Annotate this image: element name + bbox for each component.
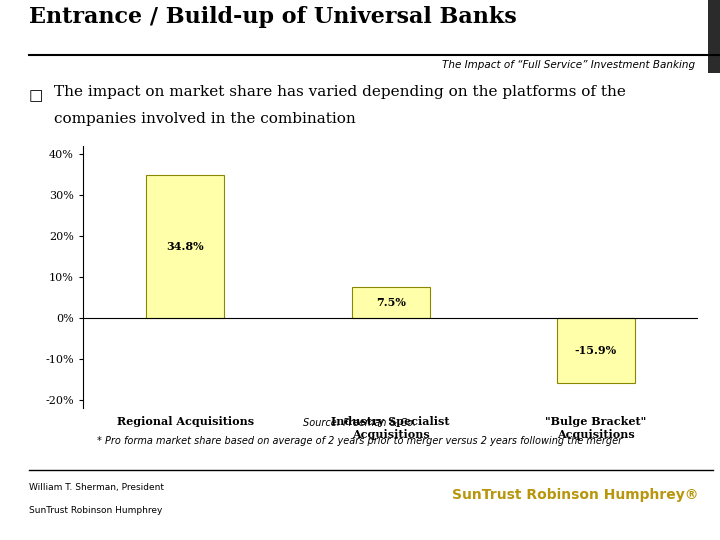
Bar [557,318,635,383]
Text: The Impact of “Full Service” Investment Banking: The Impact of “Full Service” Investment … [441,60,695,70]
Bar [351,287,430,318]
Text: -15.9%: -15.9% [575,345,617,356]
Text: Source: Freeman & Co.: Source: Freeman & Co. [303,418,417,428]
Text: The impact on market share has varied depending on the platforms of the: The impact on market share has varied de… [54,85,626,99]
Text: * Pro forma market share based on average of 2 years prior to merger versus 2 ye: * Pro forma market share based on averag… [97,436,623,446]
Text: Entrance / Build-up of Universal Banks: Entrance / Build-up of Universal Banks [29,6,516,28]
Text: SunTrust Robinson Humphrey: SunTrust Robinson Humphrey [29,506,162,515]
Bar [708,0,720,73]
Text: □: □ [29,87,43,103]
Text: companies involved in the combination: companies involved in the combination [54,112,356,126]
Text: 34.8%: 34.8% [166,241,204,252]
Text: William T. Sherman, President: William T. Sherman, President [29,483,164,492]
Bar [146,176,225,318]
Text: 7.5%: 7.5% [376,297,405,308]
Text: SunTrust Robinson Humphrey®: SunTrust Robinson Humphrey® [452,488,698,502]
